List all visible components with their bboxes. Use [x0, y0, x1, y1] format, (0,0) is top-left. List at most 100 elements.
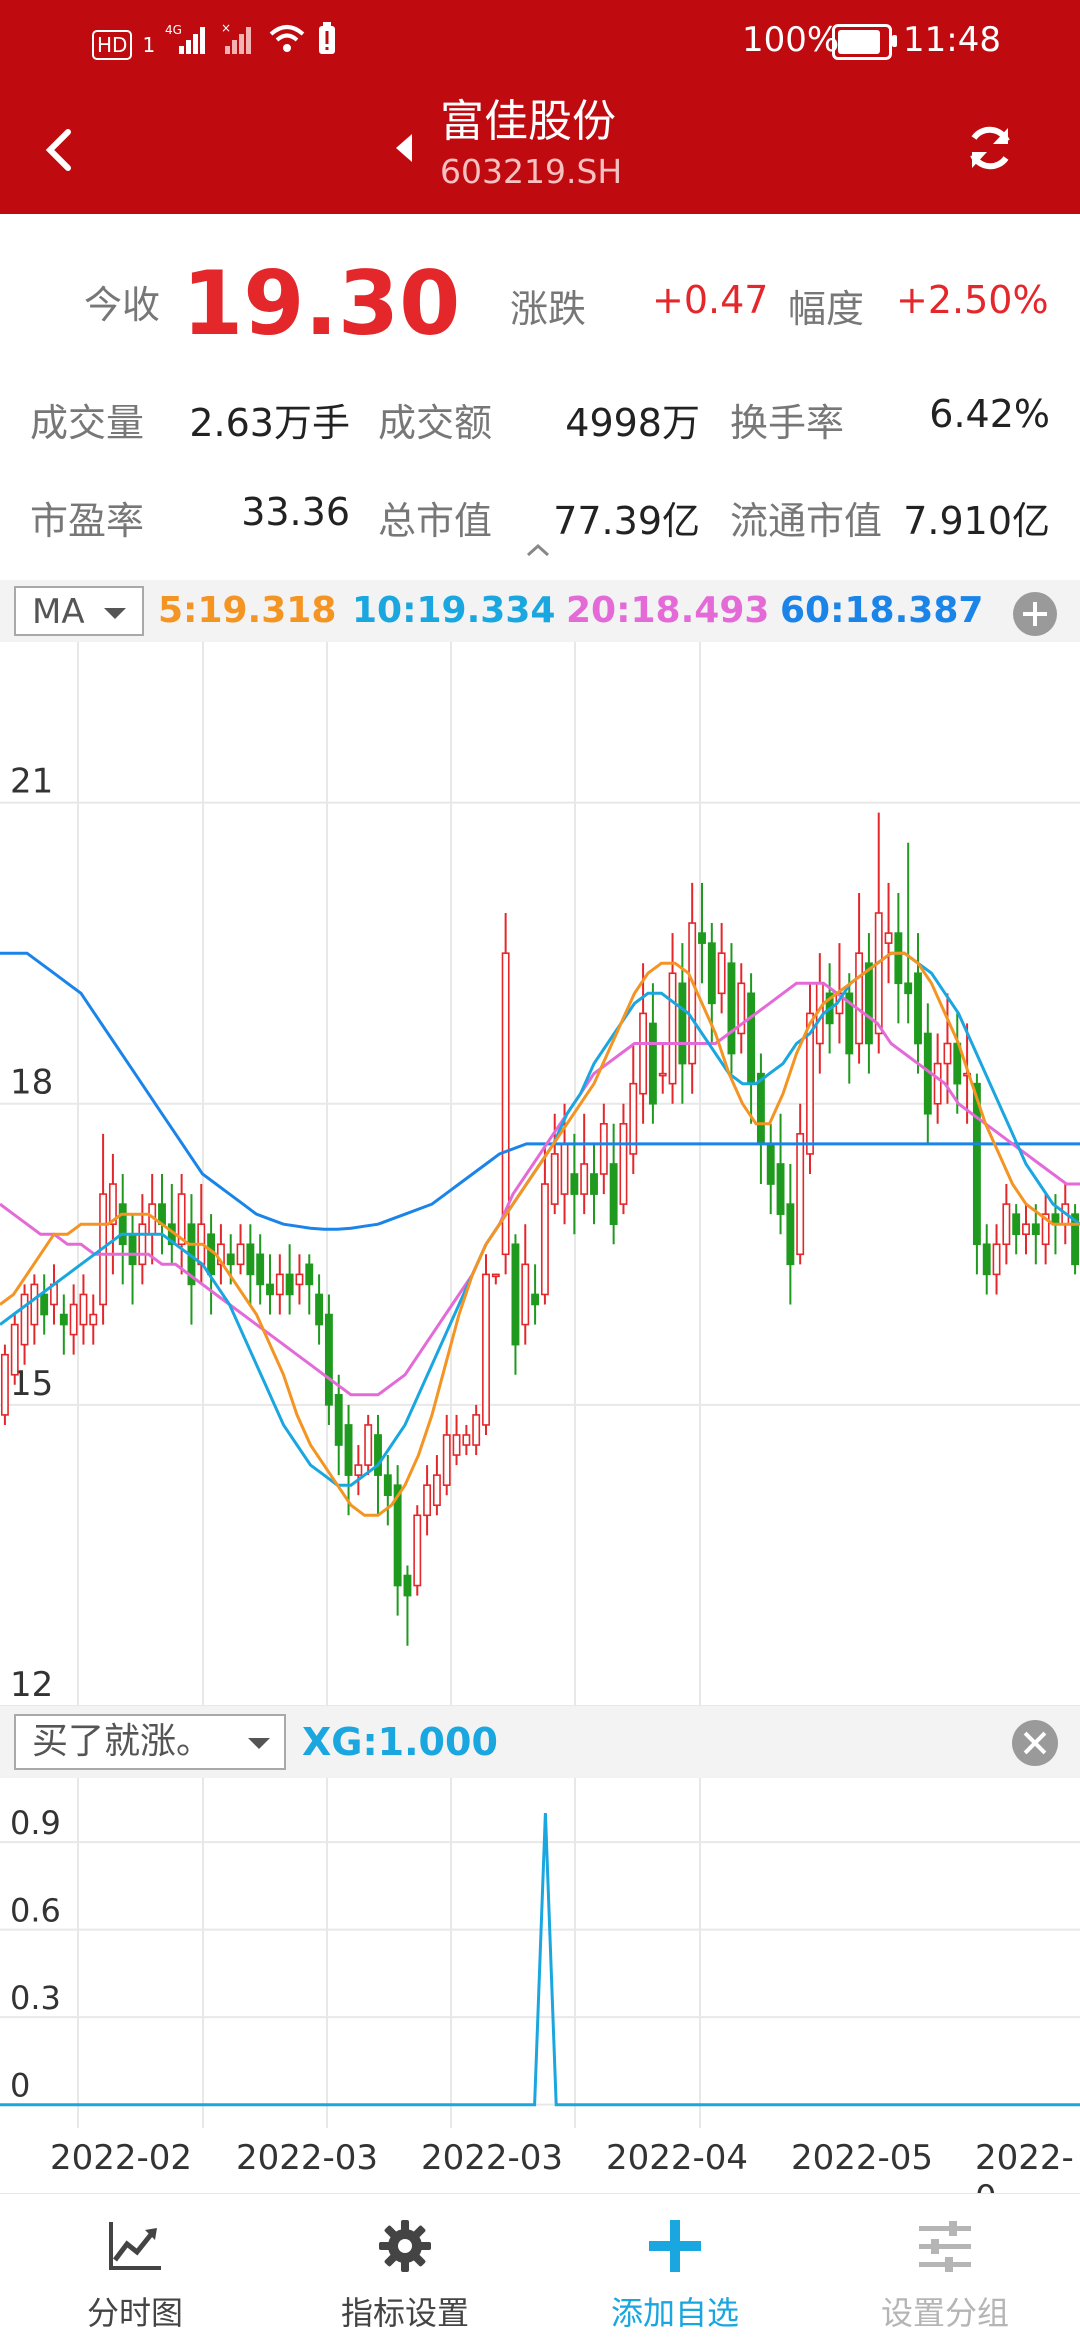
battery-alert-icon — [317, 22, 337, 68]
nav-indicator-settings[interactable]: 指标设置 — [270, 2194, 540, 2341]
xg-value: XG:1.000 — [302, 1720, 498, 1764]
candle-up — [69, 1303, 78, 1336]
candle-down — [256, 1253, 265, 1286]
turnover-label: 换手率 — [730, 401, 845, 445]
chevron-down-icon — [104, 608, 126, 619]
candle-up — [462, 1434, 471, 1446]
candle-up — [1041, 1213, 1050, 1246]
candle-down — [786, 1203, 795, 1266]
candle-up — [658, 1072, 667, 1077]
x-label: 2022-04 — [606, 2138, 749, 2178]
nav-label: 指标设置 — [340, 2294, 469, 2332]
plus-icon — [649, 2220, 701, 2272]
stock-title-block: 富佳股份 603219.SH — [440, 92, 622, 192]
candle-up — [108, 1183, 117, 1225]
nav-intraday[interactable]: 分时图 — [0, 2194, 270, 2341]
candle-down — [678, 982, 687, 1065]
candle-up — [560, 1143, 569, 1195]
candle-up — [0, 1353, 9, 1416]
x-axis: 2022-02 2022-03 2022-03 2022-04 2022-05 … — [0, 2128, 1080, 2218]
float-cap-label: 流通市值 — [730, 499, 883, 543]
candle-down — [403, 1574, 412, 1597]
close-indicator-button[interactable] — [1012, 1720, 1058, 1766]
prev-stock-button[interactable] — [390, 128, 418, 168]
candle-up — [275, 1273, 284, 1296]
candle-up — [432, 1474, 441, 1507]
svg-text:×: × — [221, 22, 231, 35]
nav-label: 添加自选 — [610, 2294, 739, 2332]
candle-down — [315, 1293, 324, 1326]
ma20-value: 20:18.493 — [566, 590, 770, 631]
x-label: 2022-03 — [236, 2138, 379, 2178]
refresh-button[interactable] — [960, 118, 1020, 178]
xg-indicator-chart[interactable]: 0.9 0.6 0.3 0 — [0, 1778, 1080, 2128]
ma-selector[interactable]: MA — [14, 586, 144, 636]
pe-label: 市盈率 — [30, 499, 145, 543]
wifi-icon — [267, 22, 307, 68]
candle-up — [619, 1123, 628, 1205]
candle-up — [364, 1424, 373, 1466]
candle-down — [609, 1163, 618, 1225]
candle-up — [668, 972, 677, 1085]
nav-set-group[interactable]: 设置分组 — [810, 2194, 1080, 2341]
candle-down — [1031, 1223, 1040, 1236]
candle-down — [904, 982, 913, 995]
candle-down — [207, 1233, 216, 1276]
candle-down — [511, 1243, 520, 1346]
candle-up — [806, 1012, 814, 1155]
candle-down — [1071, 1213, 1080, 1266]
candle-down — [118, 1203, 127, 1246]
refresh-icon — [970, 126, 1010, 170]
candle-down — [707, 942, 716, 1005]
candle-up — [452, 1434, 461, 1456]
bottom-nav: 分时图 指标设置 添加自选 设置分组 — [0, 2193, 1080, 2341]
candle-up — [717, 952, 726, 995]
candle-up — [89, 1313, 98, 1326]
candle-up — [295, 1273, 304, 1286]
stock-name: 富佳股份 — [440, 96, 616, 147]
y-tick-label: 0.9 — [10, 1804, 61, 1842]
ma-bar: MA 5:19.318 10:19.334 20:18.493 60:18.38… — [0, 580, 1080, 642]
float-cap-value: 7.910亿 — [903, 499, 1050, 543]
candle-up — [442, 1434, 451, 1486]
close-value: 19.30 — [182, 252, 461, 355]
x-label: 2022-02 — [50, 2138, 193, 2178]
candle-down — [864, 962, 873, 1045]
stock-code: 603219.SH — [440, 152, 623, 191]
y-tick-label: 12 — [10, 1665, 53, 1705]
candle-down — [776, 1163, 785, 1215]
indicator-selector[interactable]: 买了就涨。 — [14, 1714, 286, 1770]
candle-down — [40, 1293, 49, 1316]
candle-down — [226, 1253, 235, 1266]
candle-down — [1012, 1213, 1021, 1236]
battery-fill — [838, 30, 880, 54]
status-left-icons: HD 1 4G × — [92, 21, 337, 68]
pe-value: 33.36 — [241, 490, 350, 534]
candle-up — [550, 1153, 559, 1205]
y-tick-label: 0.3 — [10, 1979, 61, 2017]
candle-down — [756, 1072, 765, 1145]
ma5-line — [0, 951, 1080, 1517]
candle-up — [30, 1283, 39, 1326]
gear-icon — [379, 2220, 431, 2272]
add-indicator-button[interactable] — [1013, 592, 1057, 636]
candle-up — [943, 1042, 952, 1065]
hd-icon: HD — [92, 30, 133, 60]
battery-percent: 100% — [742, 20, 840, 60]
volume-label: 成交量 — [30, 401, 145, 445]
candle-up — [138, 1223, 147, 1266]
candle-down — [324, 1313, 333, 1406]
candle-up — [540, 1183, 549, 1296]
candle-up — [10, 1323, 19, 1376]
collapse-caret-icon[interactable] — [526, 542, 550, 558]
ma60-line — [0, 951, 1080, 1231]
header-bar: HD 1 4G × 100% 11:48 富佳股份 603219.SH — [0, 0, 1080, 214]
candle-up — [796, 1133, 805, 1256]
nav-add-watchlist[interactable]: 添加自选 — [540, 2194, 810, 2341]
candle-down — [374, 1434, 382, 1476]
xg-bar: 买了就涨。 XG:1.000 — [0, 1706, 1080, 1778]
candle-down — [128, 1233, 137, 1266]
y-tick-label: 0.6 — [10, 1892, 61, 1930]
back-button[interactable] — [30, 120, 90, 180]
